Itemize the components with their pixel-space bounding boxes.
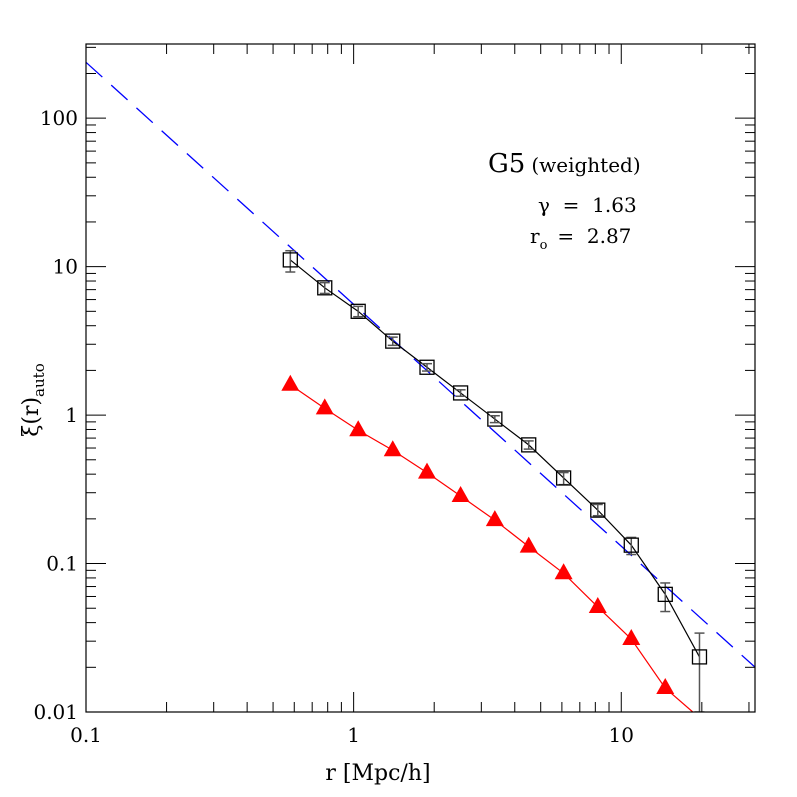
open-square-point [452, 385, 469, 401]
annotation-title-main: G5 [488, 149, 525, 179]
red-triangle-point [588, 596, 607, 613]
red-triangle-point [418, 462, 437, 479]
plot-area [86, 61, 755, 712]
open-square-point [419, 359, 435, 375]
plot-frame [85, 43, 756, 713]
open-square-point [385, 333, 401, 349]
y-axis-label-sub: auto [30, 363, 48, 397]
x-axis-label: r [Mpc/h] [325, 761, 430, 786]
red-triangle-point [451, 486, 470, 503]
annotation-title: G5 (weighted) [488, 149, 641, 179]
open-square-point [350, 303, 366, 319]
red-triangle-point [656, 678, 675, 695]
open-square-point [317, 280, 333, 296]
red-triangle-point [485, 510, 504, 527]
x-tick-label: 1 [347, 723, 360, 747]
red-triangle-point [554, 563, 573, 580]
open-square-point [521, 437, 537, 453]
open-square-point [623, 537, 639, 553]
y-tick-label: 10 [53, 255, 78, 279]
open-square-point [282, 252, 298, 268]
red-triangle-point [349, 420, 368, 437]
x-tick-label: 0.1 [70, 723, 102, 747]
x-tick-label: 10 [609, 723, 634, 747]
y-axis-label: ξ(r)auto [19, 363, 48, 436]
annotation-title-note: (weighted) [531, 153, 640, 177]
y-axis-label-main: ξ(r) [19, 397, 44, 437]
red-triangle-point [519, 536, 538, 553]
y-tick-label: 0.1 [46, 552, 78, 576]
y-tick-label: 100 [40, 106, 78, 130]
annotation-r0-symbol: r [530, 224, 540, 248]
red-triangle-point [383, 440, 402, 457]
open-square-point [590, 502, 606, 518]
open-square-point [487, 411, 503, 427]
y-tick-label: 1 [65, 403, 78, 427]
red-triangle-point [315, 398, 334, 415]
annotation-gamma: γ = 1.63 [538, 193, 637, 217]
open-square-point [555, 470, 572, 486]
open-square-point [691, 649, 708, 665]
open-square-point [657, 586, 673, 603]
annotation-r0-value: = 2.87 [557, 224, 631, 248]
black-series-line [289, 259, 701, 658]
y-tick-label: 0.01 [33, 700, 78, 724]
svg-text:ξ(r)auto: ξ(r)auto [19, 363, 48, 436]
annotation-r0-sub: o [540, 238, 548, 253]
red-triangle-point [281, 374, 300, 391]
annotation-r0: ro = 2.87 [530, 224, 631, 253]
red-triangle-point [622, 629, 641, 646]
